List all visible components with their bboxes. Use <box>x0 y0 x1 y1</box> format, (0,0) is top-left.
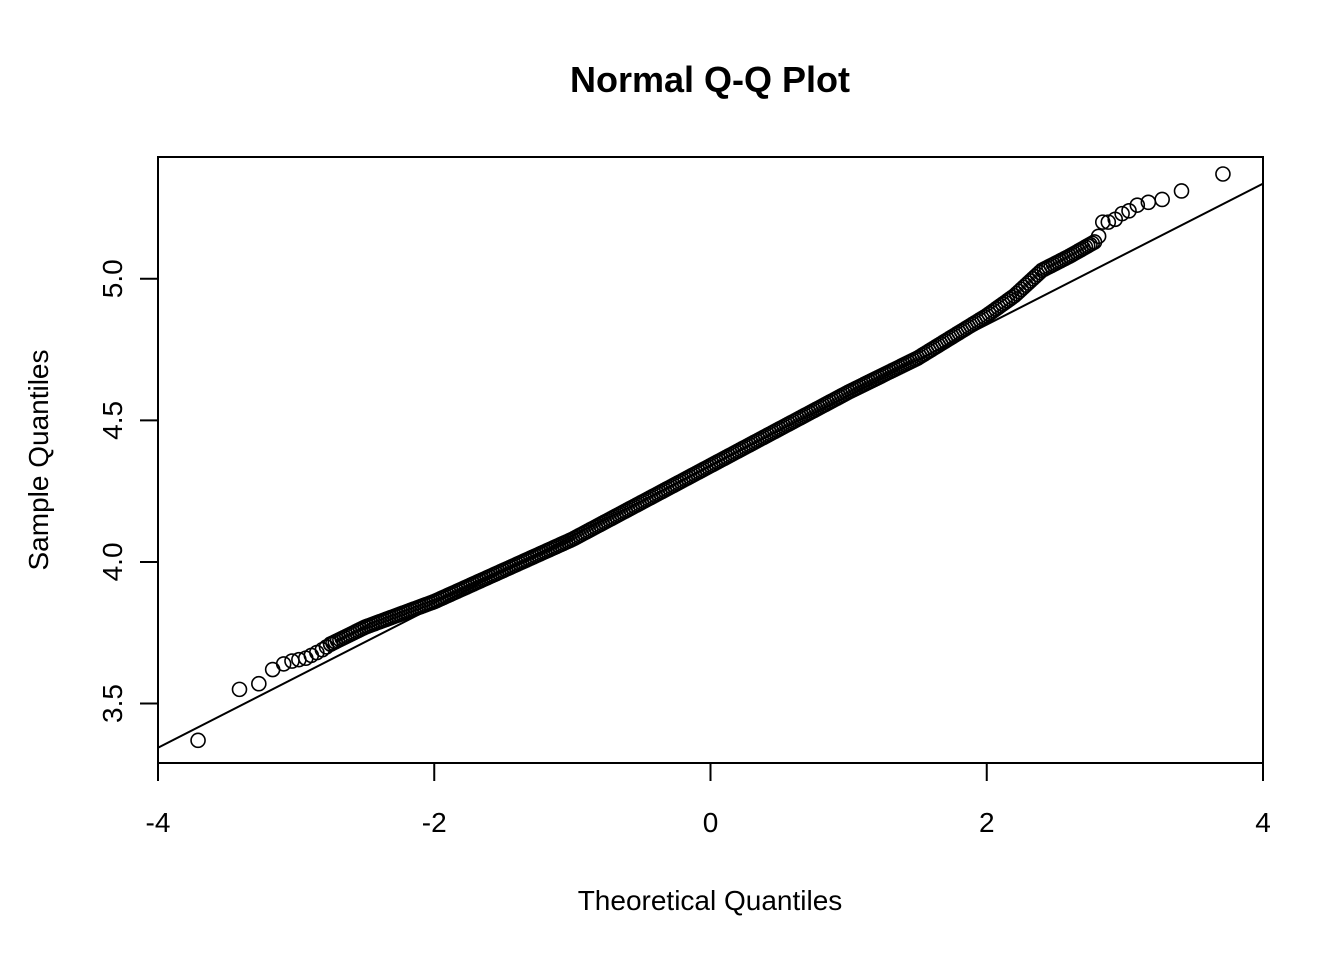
data-points <box>190 166 1231 749</box>
qq-reference-line <box>158 182 1263 749</box>
y-tick-label: 5.0 <box>97 259 128 298</box>
data-point <box>318 639 335 655</box>
data-point <box>264 661 281 678</box>
data-point <box>275 656 292 672</box>
chart-title: Normal Q-Q Plot <box>570 59 850 100</box>
data-point <box>314 641 331 658</box>
x-tick-label: -4 <box>146 807 171 838</box>
reference-line-group <box>158 182 1263 749</box>
y-tick-label: 3.5 <box>97 684 128 723</box>
y-axis: 3.5 4.0 4.5 5.0 <box>97 259 159 723</box>
data-point <box>1121 203 1137 219</box>
data-point <box>1094 214 1111 230</box>
data-point <box>1114 205 1130 222</box>
data-point <box>1154 191 1170 208</box>
plot-frame <box>157 156 1264 764</box>
y-tick-label: 4.0 <box>97 542 128 581</box>
data-point <box>231 681 248 698</box>
data-point <box>1100 214 1117 230</box>
data-point <box>322 636 339 652</box>
data-point <box>1129 197 1146 213</box>
data-point <box>1215 166 1231 182</box>
x-tick-label: -2 <box>422 807 447 838</box>
data-point <box>1090 228 1107 245</box>
x-tick-label: 0 <box>703 807 719 838</box>
x-tick-label: 4 <box>1255 807 1271 838</box>
x-axis: -4 -2 0 2 4 <box>146 762 1271 838</box>
y-tick-label: 4.5 <box>97 401 128 440</box>
data-point <box>190 732 206 749</box>
y-axis-label: Sample Quantiles <box>23 349 54 570</box>
x-axis-label: Theoretical Quantiles <box>578 885 843 916</box>
x-tick-label: 2 <box>979 807 995 838</box>
data-point <box>251 675 267 692</box>
data-point <box>1173 183 1190 199</box>
